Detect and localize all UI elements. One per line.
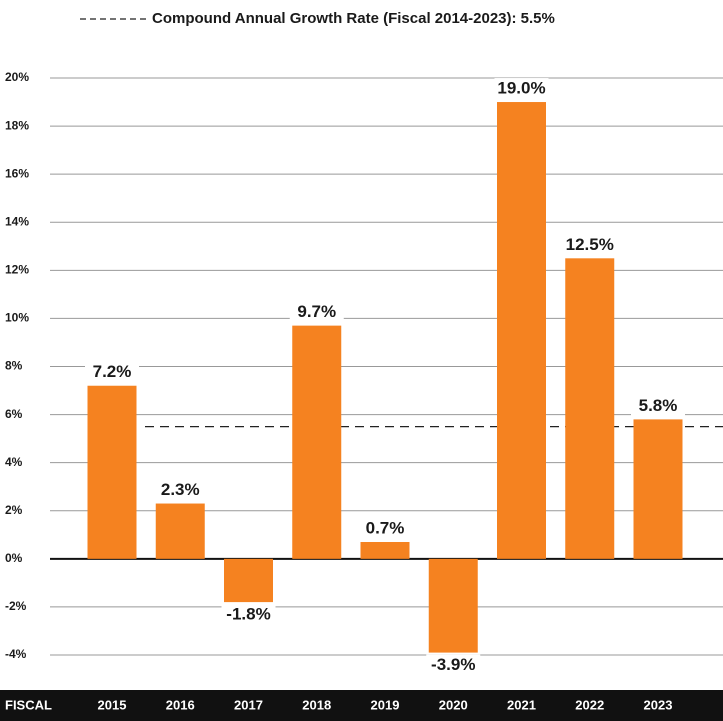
value-label-bg — [85, 361, 139, 384]
y-tick-label: 16% — [5, 166, 29, 180]
y-tick-label: 2% — [5, 503, 23, 517]
value-label-bg — [426, 654, 481, 677]
value-label-bg — [358, 518, 412, 541]
bar — [224, 558, 273, 603]
y-tick-label: 0% — [5, 551, 23, 565]
value-label: 9.7% — [297, 302, 336, 321]
value-label-bg — [562, 234, 617, 257]
value-label-bg — [221, 604, 276, 627]
value-label: 12.5% — [566, 235, 614, 254]
y-tick-label: 20% — [5, 70, 29, 84]
y-tick-label: 4% — [5, 455, 23, 469]
bar — [87, 385, 137, 559]
value-label-bg — [494, 78, 549, 101]
y-tick-label: 18% — [5, 118, 29, 132]
y-tick-label: 10% — [5, 311, 29, 325]
x-tick-label: 2017 — [234, 697, 263, 712]
x-tick-label: 2022 — [575, 697, 604, 712]
y-tick-label: 8% — [5, 359, 23, 373]
x-tick-label: 2020 — [439, 697, 468, 712]
legend-label: Compound Annual Growth Rate (Fiscal 2014… — [152, 10, 555, 27]
y-tick-label: -2% — [5, 599, 27, 613]
x-tick-label: 2018 — [302, 697, 331, 712]
value-label: 7.2% — [93, 362, 132, 381]
x-tick-label: 2023 — [644, 697, 673, 712]
bar — [565, 258, 615, 559]
y-tick-label: 14% — [5, 214, 29, 228]
bar — [633, 419, 683, 559]
bar — [155, 503, 205, 559]
value-label-bg — [289, 301, 344, 324]
x-tick-label: 2015 — [98, 697, 127, 712]
x-tick-label: 2016 — [166, 697, 195, 712]
y-tick-label: -4% — [5, 647, 27, 661]
x-tick-label: 2021 — [507, 697, 536, 712]
value-label: 0.7% — [366, 518, 405, 537]
value-label: 2.3% — [161, 480, 200, 499]
value-label: 5.8% — [639, 396, 678, 415]
bar — [292, 325, 342, 559]
value-label: -3.9% — [431, 655, 475, 674]
bar — [428, 558, 478, 653]
x-axis-label: FISCAL — [5, 697, 52, 712]
value-label: 19.0% — [497, 79, 545, 98]
y-tick-label: 6% — [5, 407, 23, 421]
x-axis-band — [0, 690, 723, 721]
value-label: -1.8% — [226, 605, 270, 624]
bar — [360, 542, 410, 559]
bar — [497, 102, 546, 559]
value-label-bg — [631, 395, 685, 418]
value-label-bg — [153, 479, 208, 502]
x-tick-label: 2019 — [371, 697, 400, 712]
y-tick-label: 12% — [5, 263, 29, 277]
